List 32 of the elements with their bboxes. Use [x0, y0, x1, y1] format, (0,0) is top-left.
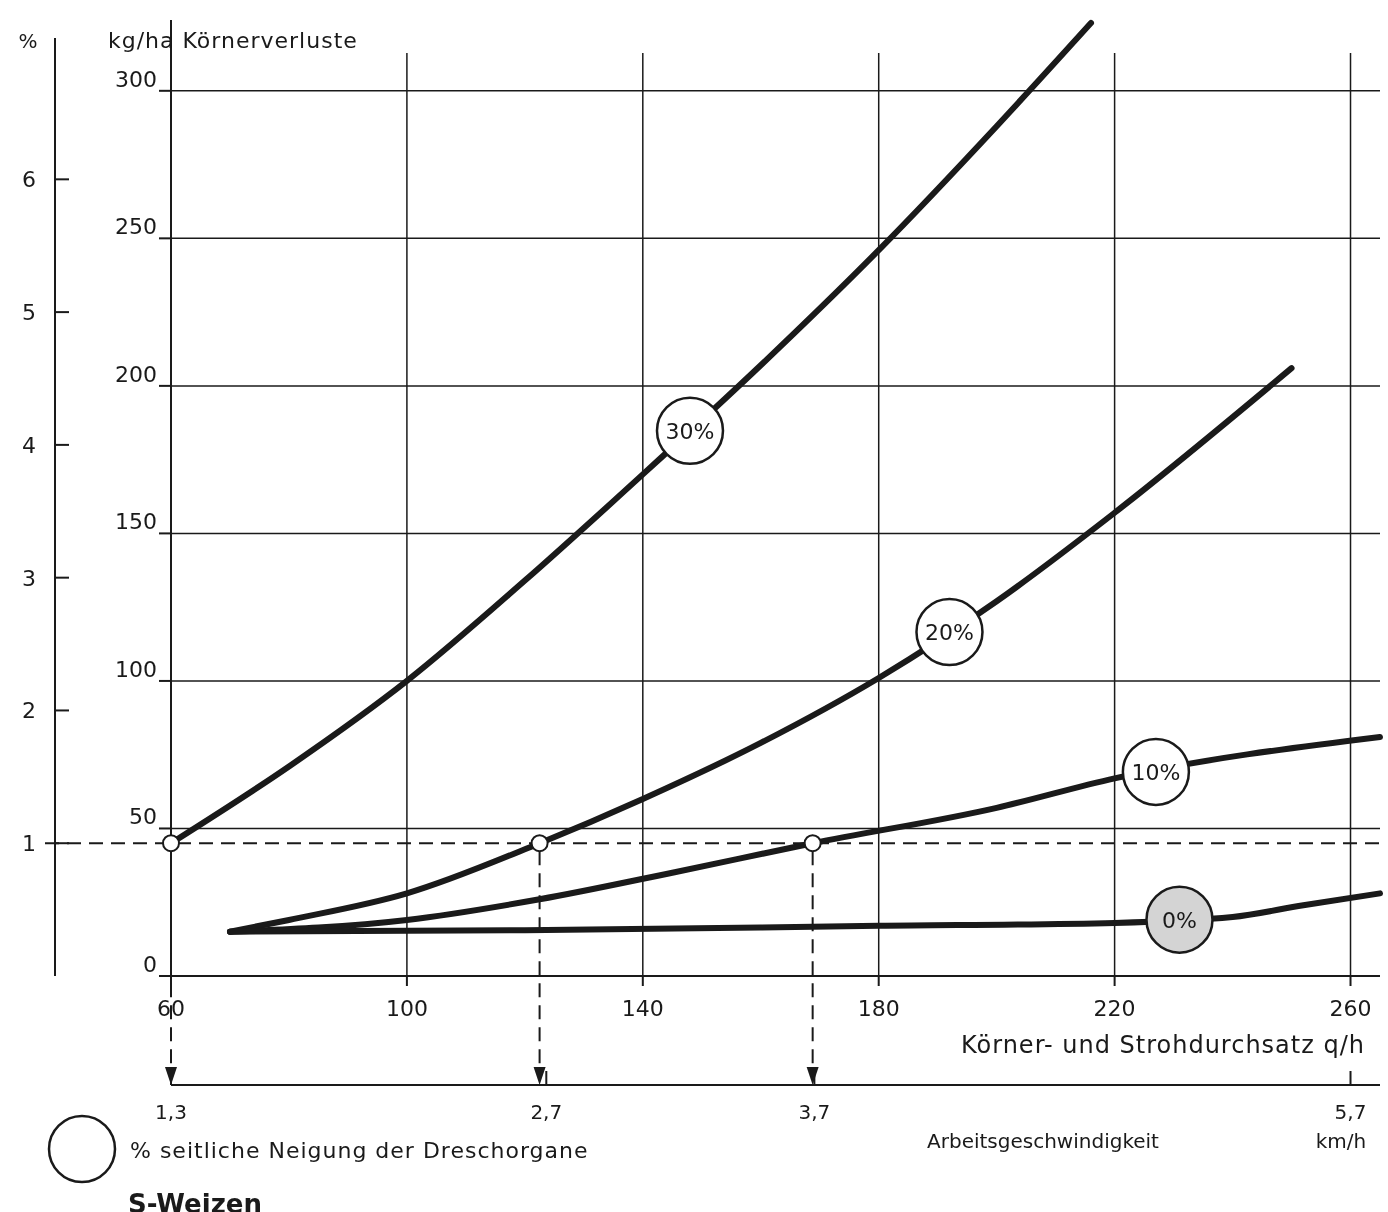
y-tick-label: 100 — [115, 656, 157, 682]
x2-axis-title: Arbeitsgeschwindigkeit — [927, 1129, 1160, 1153]
y-tick-label: 250 — [115, 214, 157, 240]
x2-tick-label: 1,3 — [155, 1100, 187, 1124]
y-tick-label: 0 — [143, 952, 157, 977]
y-tick-label: 150 — [115, 509, 157, 535]
x-tick-label: 220 — [1093, 996, 1136, 1021]
x-tick-label: 180 — [857, 996, 900, 1021]
x2-tick-label: 3,7 — [798, 1100, 831, 1124]
y2-tick-label: 6 — [22, 167, 36, 193]
y2-tick-label: 3 — [22, 565, 36, 591]
x-tick-label: 100 — [385, 996, 428, 1021]
y-tick-label: 200 — [115, 361, 157, 387]
y2-axis-title: % — [18, 29, 38, 53]
y2-tick-label: 5 — [22, 300, 36, 326]
series-label: 0% — [1162, 907, 1197, 933]
y-tick-label: 50 — [129, 804, 157, 830]
x-tick-label: 260 — [1329, 996, 1372, 1021]
x2-tick-label: 2,7 — [530, 1100, 563, 1124]
y2-tick-label: 1 — [22, 831, 36, 857]
x-tick-label: 140 — [621, 996, 664, 1021]
series-label: 10% — [1131, 759, 1181, 785]
y2-tick-label: 2 — [22, 698, 36, 724]
y-axis-title: kg/ha Körnerverluste — [108, 28, 358, 53]
series-label: 20% — [925, 619, 974, 645]
x2-tick-label: 5,7 — [1334, 1100, 1367, 1124]
y2-tick-label: 4 — [22, 432, 36, 458]
y-tick-label: 300 — [115, 66, 157, 92]
x-axis-title: Körner- und Strohdurchsatz q/h — [960, 1031, 1365, 1059]
series-label: 30% — [665, 418, 715, 444]
text: km/h — [1315, 1129, 1367, 1153]
text: % seitliche Neigung der Dreschorgane — [130, 1138, 589, 1163]
